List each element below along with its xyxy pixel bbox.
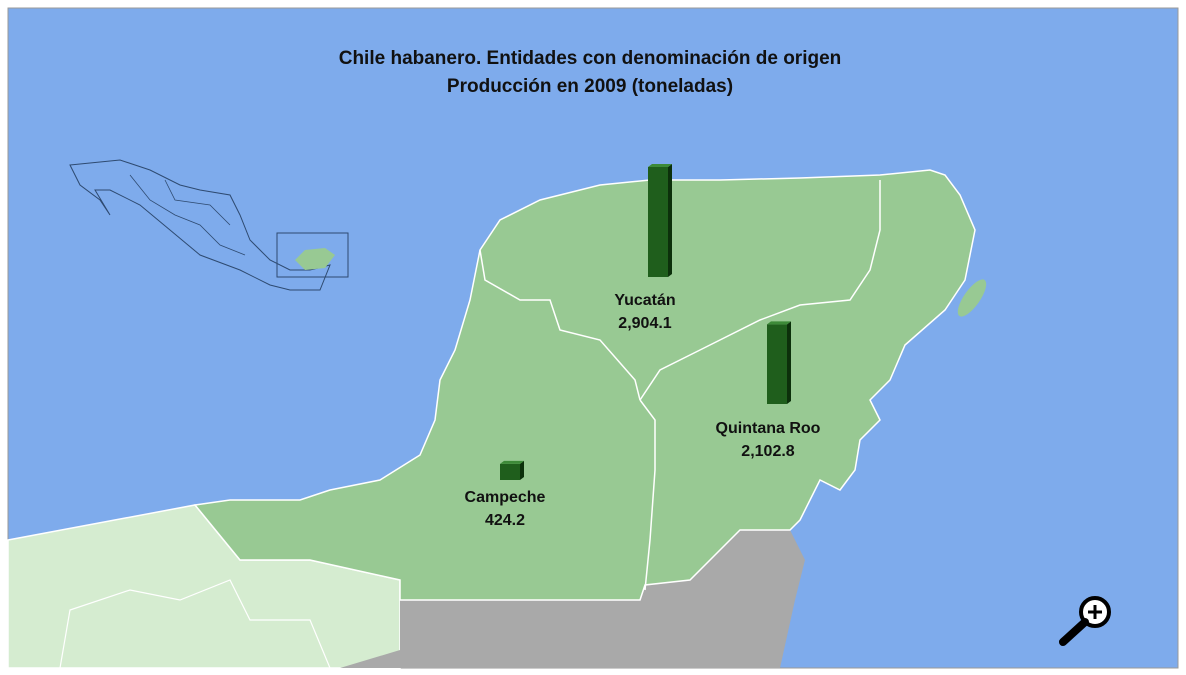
zoom-button[interactable] xyxy=(1059,596,1111,646)
bar-side xyxy=(787,321,791,404)
bar xyxy=(648,167,668,277)
map-title: Chile habanero. Entidades con denominaci… xyxy=(339,48,842,69)
region-name: Yucatán xyxy=(614,292,675,309)
state-border xyxy=(479,249,641,401)
inset-map xyxy=(69,159,349,291)
state-border xyxy=(59,579,331,669)
state-border xyxy=(639,180,881,401)
bar xyxy=(500,463,520,480)
bar-side xyxy=(668,164,672,277)
bar xyxy=(767,324,787,404)
map-subtitle: Producción en 2009 (toneladas) xyxy=(447,76,733,97)
bar-top xyxy=(648,164,672,167)
state-border xyxy=(639,399,656,591)
region-name: Quintana Roo xyxy=(716,420,821,437)
cozumel xyxy=(957,279,987,317)
value-label: 2,102.8 xyxy=(741,443,794,460)
guatemala-belize xyxy=(340,530,805,668)
bar-top xyxy=(767,321,791,325)
value-label: 2,904.1 xyxy=(618,315,671,332)
region-name: Campeche xyxy=(465,489,546,506)
peninsula xyxy=(193,169,976,601)
bars: Yucatán 2,904.1 Quintana Roo 2,102.8 Campech… xyxy=(465,164,821,529)
bar-top xyxy=(500,460,524,464)
bar-side xyxy=(520,460,524,480)
value-label: 424.2 xyxy=(485,512,525,529)
